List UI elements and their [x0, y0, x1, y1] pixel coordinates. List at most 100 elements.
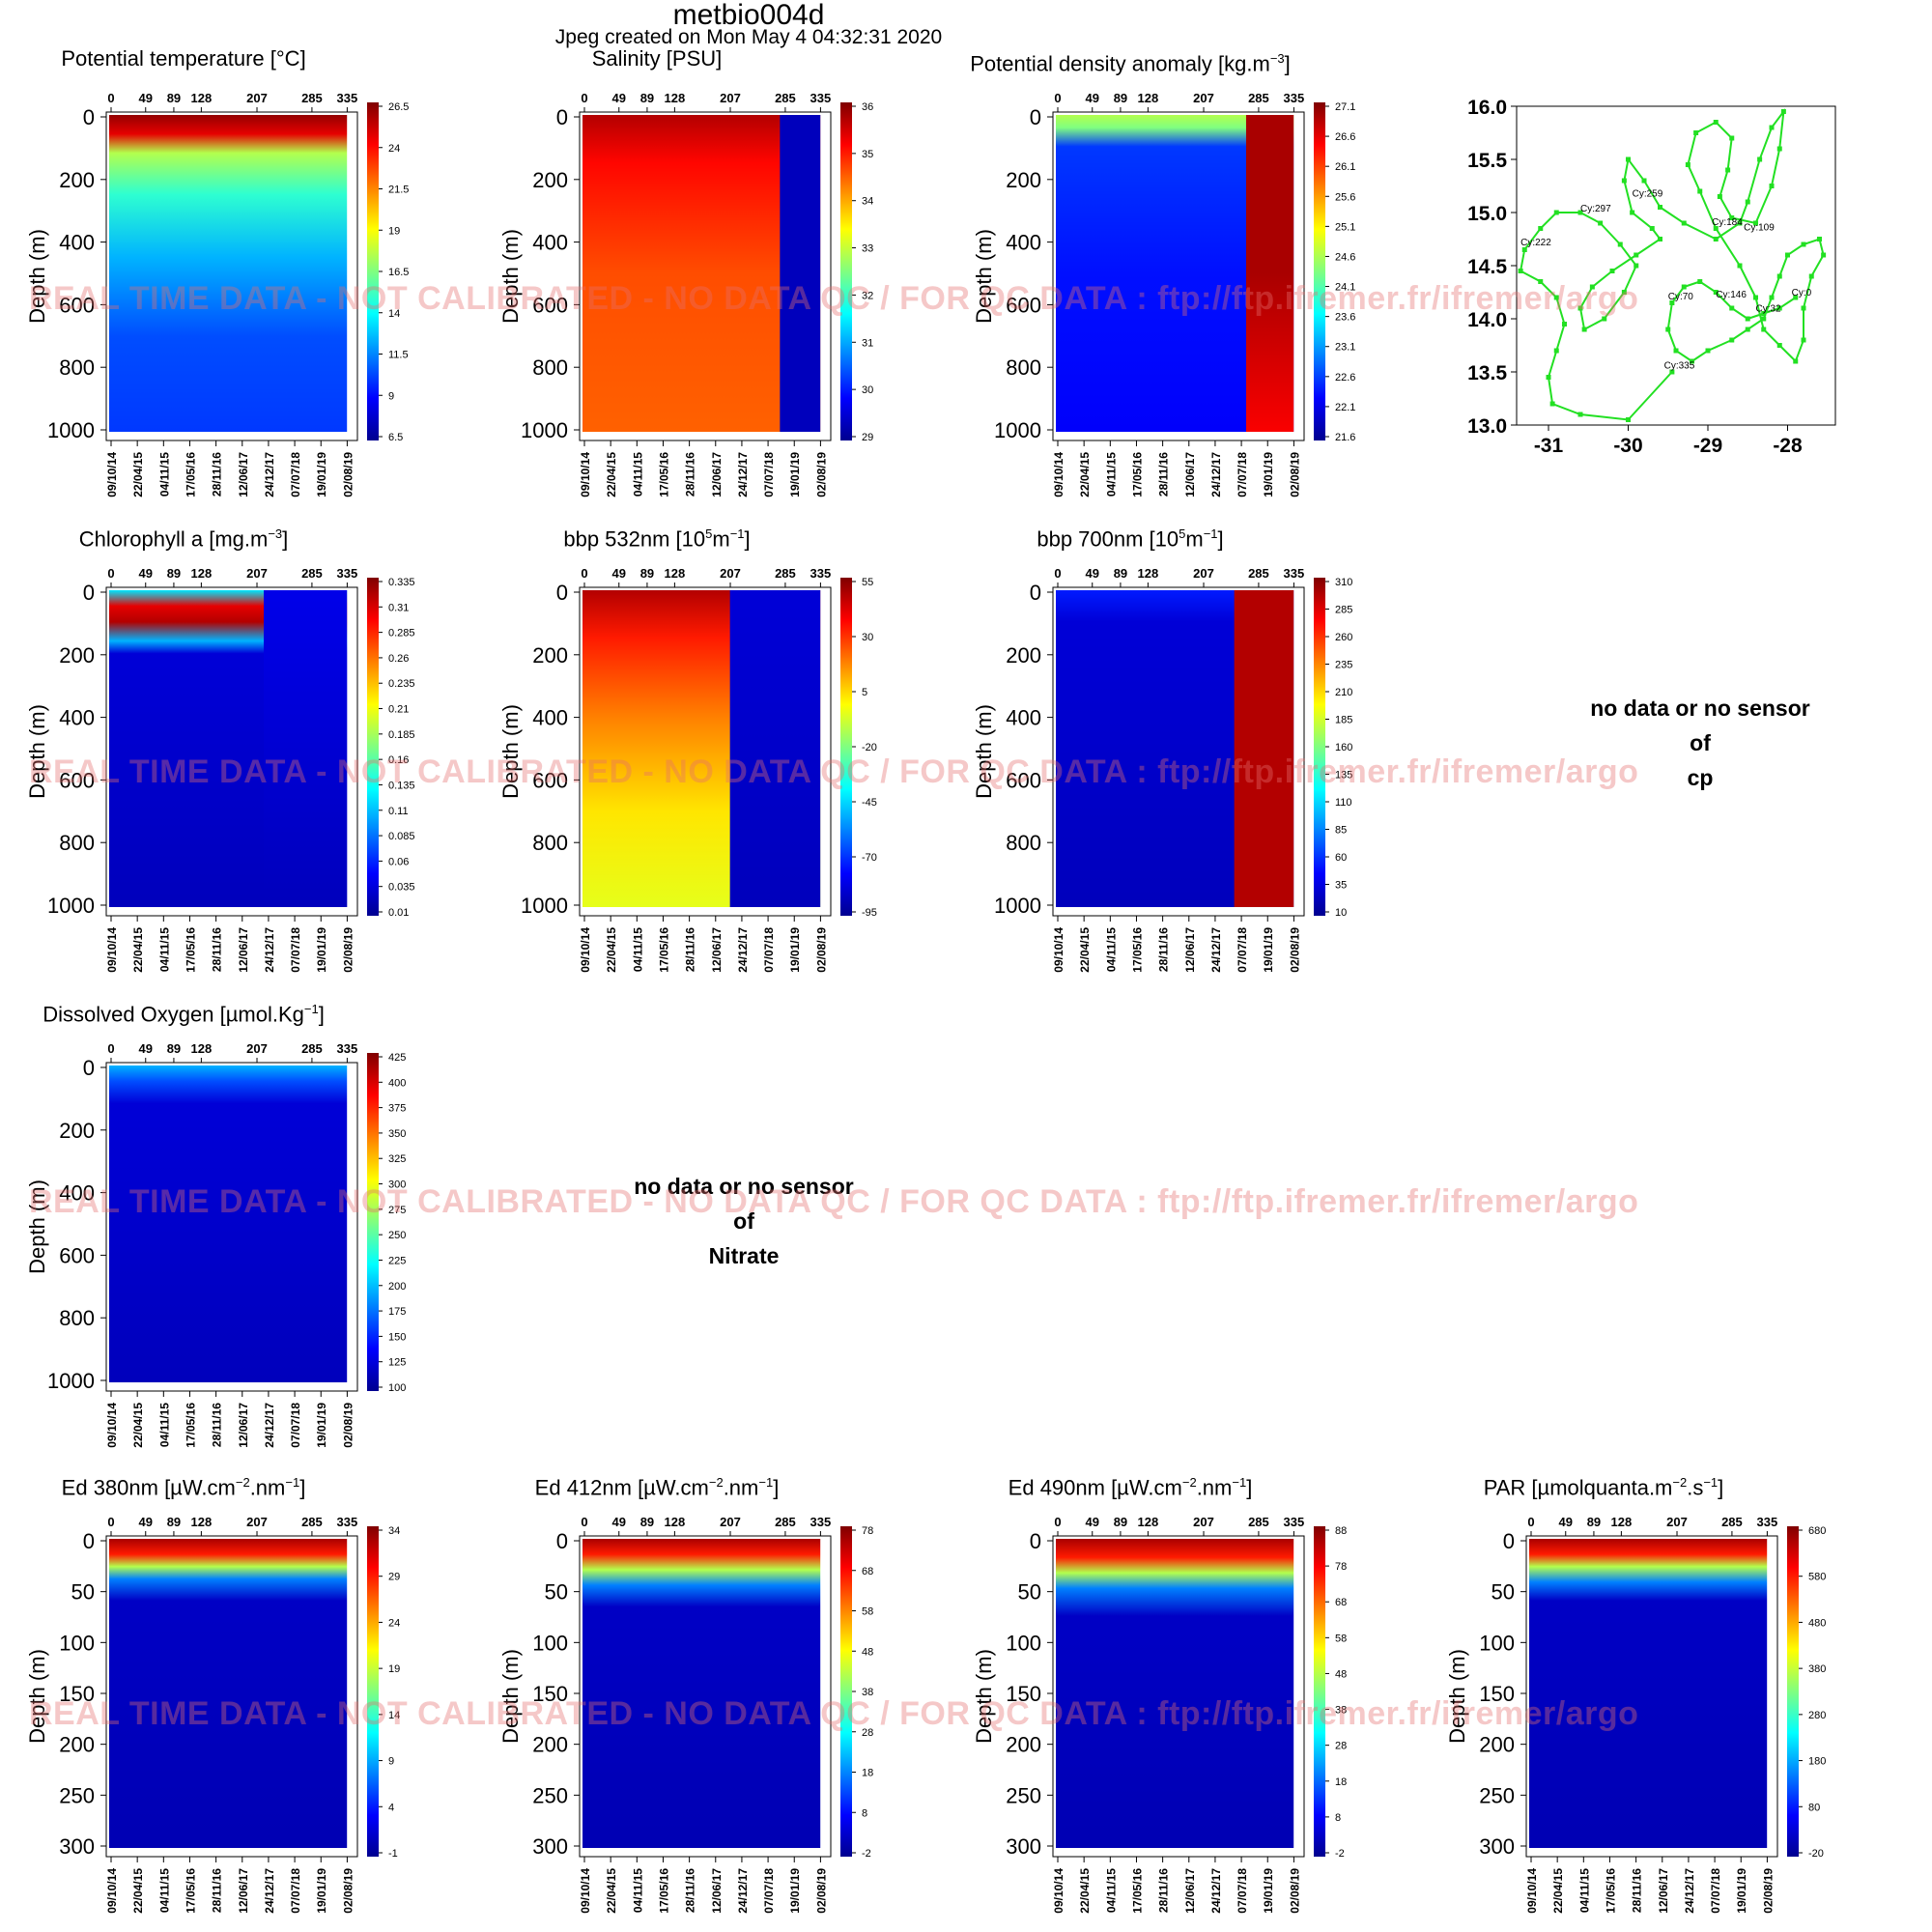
x-tick-label: 28/11/16: [211, 927, 224, 972]
x-tick-label: 22/04/15: [1078, 927, 1092, 973]
track-point: [1518, 269, 1523, 273]
y-tick-label: 250: [59, 1783, 95, 1807]
colorbar-tick-label: 5: [862, 687, 867, 698]
top-tick-label: 285: [301, 1041, 323, 1056]
track-point: [1737, 263, 1743, 269]
track-point: [1761, 311, 1767, 316]
panel-chlorophyll-a: 0 200 400 600 800 1000 Depth (m) 0 49 89 128 207 285…: [19, 522, 473, 995]
x-tick-label: 17/05/16: [184, 1868, 197, 1914]
colorbar-tick-label: 28: [1335, 1741, 1347, 1752]
top-tick-label: 128: [191, 1041, 213, 1056]
top-tick-label: 128: [1138, 1515, 1159, 1529]
top-tick-label: 285: [775, 1515, 796, 1529]
top-tick-label: 207: [720, 566, 741, 581]
x-tick-label: 09/10/14: [1052, 927, 1065, 973]
y-tick-label: 50: [1018, 1580, 1041, 1605]
colorbar-tick-label: 28: [862, 1727, 873, 1739]
x-tick-label: 09/10/14: [1525, 1868, 1539, 1914]
track-point: [1821, 252, 1827, 258]
x-tick-label: 28/11/16: [1631, 1868, 1644, 1913]
track-point: [1634, 252, 1639, 258]
y-tick-label: 200: [1006, 168, 1041, 192]
colorbar-tick-label: 0.01: [388, 907, 409, 919]
panel-title: Ed 412nm [µW.cm−2.nm−1]: [534, 1475, 780, 1500]
x-tick-label: 04/11/15: [631, 452, 644, 497]
y-axis-label: Depth (m): [498, 1649, 523, 1744]
y-tick-label: 1000: [47, 1369, 95, 1393]
x-tick-label: 28/11/16: [684, 452, 697, 497]
track-point: [1581, 327, 1587, 332]
track-point: [1630, 210, 1635, 215]
top-tick-label: 49: [612, 1515, 626, 1529]
top-tick-label: 89: [1587, 1515, 1601, 1529]
colorbar-tick-label: 135: [1335, 770, 1352, 781]
track-point: [1729, 135, 1735, 141]
colorbar: [1314, 1526, 1325, 1857]
y-tick-label: 100: [59, 1631, 95, 1655]
colorbar-tick-label: 16.5: [388, 267, 409, 278]
top-tick-label: 335: [337, 91, 358, 105]
x-tick-label: 07/07/18: [289, 1868, 302, 1914]
colorbar-tick-label: 310: [1335, 577, 1352, 588]
y-axis-label: Depth (m): [1445, 1649, 1469, 1744]
colorbar-tick-label: 48: [1335, 1668, 1347, 1680]
x-tick-label: 28/11/16: [684, 927, 697, 972]
top-tick-label: 0: [107, 91, 114, 105]
top-tick-label: 207: [1193, 1515, 1214, 1529]
colorbar-tick-label: 350: [388, 1128, 406, 1140]
top-tick-label: 89: [167, 91, 181, 105]
top-tick-label: 285: [775, 566, 796, 581]
x-tick-label: 28/11/16: [1157, 1868, 1171, 1913]
colorbar-tick-label: 11.5: [388, 350, 409, 361]
colorbar: [840, 1526, 852, 1857]
colorbar-tick-label: 25.6: [1335, 191, 1355, 203]
top-tick-label: 89: [167, 1041, 181, 1056]
top-tick-label: 128: [1611, 1515, 1633, 1529]
top-tick-label: 335: [1757, 1515, 1778, 1529]
colorbar-tick-label: 280: [1808, 1710, 1826, 1721]
track-point: [1725, 167, 1731, 173]
colorbar-tick-label: 8: [1335, 1812, 1341, 1824]
chart-svg: -31 -30 -29 -28 16.0 15.5 15.0 14.5 14.0 13.5 13.0…: [1467, 97, 1836, 457]
top-tick-label: 0: [107, 1515, 114, 1529]
nodata-cp: no data or no sensor of cp: [1526, 691, 1874, 795]
track-point: [1553, 348, 1559, 354]
chart-svg: 0 200 400 600 800 1000 Depth (m) 0 49 89 128 207 285…: [25, 1041, 406, 1448]
colorbar-tick-label: 4: [388, 1802, 394, 1813]
y-tick-label: 13.0: [1467, 415, 1507, 438]
x-tick-label: 17/05/16: [657, 927, 670, 973]
heatmap-field: [264, 590, 348, 907]
panel-bbp-700: 0 200 400 600 800 1000 Depth (m) 0 49 89 128 207 285…: [966, 522, 1420, 995]
x-tick-label: 28/11/16: [211, 452, 224, 497]
colorbar-tick-label: 125: [388, 1357, 406, 1369]
y-tick-label: 300: [532, 1834, 568, 1859]
top-tick-label: 207: [720, 1515, 741, 1529]
panel-title: Dissolved Oxygen [µmol.Kg−1]: [43, 1002, 325, 1027]
x-tick-label: -28: [1773, 435, 1803, 457]
x-tick-label: 24/12/17: [1209, 452, 1223, 497]
y-tick-label: 50: [545, 1580, 568, 1605]
colorbar-tick-label: 36: [862, 101, 873, 113]
colorbar-tick-label: 680: [1808, 1525, 1826, 1537]
y-tick-label: 200: [532, 643, 568, 668]
y-tick-label: 200: [532, 1733, 568, 1757]
track-point: [1808, 273, 1814, 279]
x-tick-label: 02/08/19: [814, 927, 828, 973]
track-point: [1577, 412, 1583, 417]
cycle-label: Cy:184: [1712, 217, 1743, 228]
track-point: [1776, 273, 1782, 279]
top-tick-label: 128: [665, 91, 686, 105]
cycle-label: Cy:32: [1756, 303, 1782, 314]
y-tick-label: 50: [71, 1580, 95, 1605]
track-point: [1641, 178, 1647, 184]
x-tick-label: -31: [1534, 435, 1564, 457]
x-tick-label: 02/08/19: [1761, 1868, 1775, 1914]
top-tick-label: 207: [720, 91, 741, 105]
y-axis-label: Depth (m): [498, 229, 523, 324]
track-point: [1713, 290, 1719, 295]
colorbar-tick-label: 0.135: [388, 780, 415, 791]
chart-svg: 0 50 100 150 200 250 300 Depth (m) 0 49 89 128 207 28…: [498, 1515, 873, 1914]
x-tick-label: 28/11/16: [1157, 927, 1171, 972]
track-point: [1776, 305, 1782, 311]
colorbar-tick-label: 580: [1808, 1572, 1826, 1583]
